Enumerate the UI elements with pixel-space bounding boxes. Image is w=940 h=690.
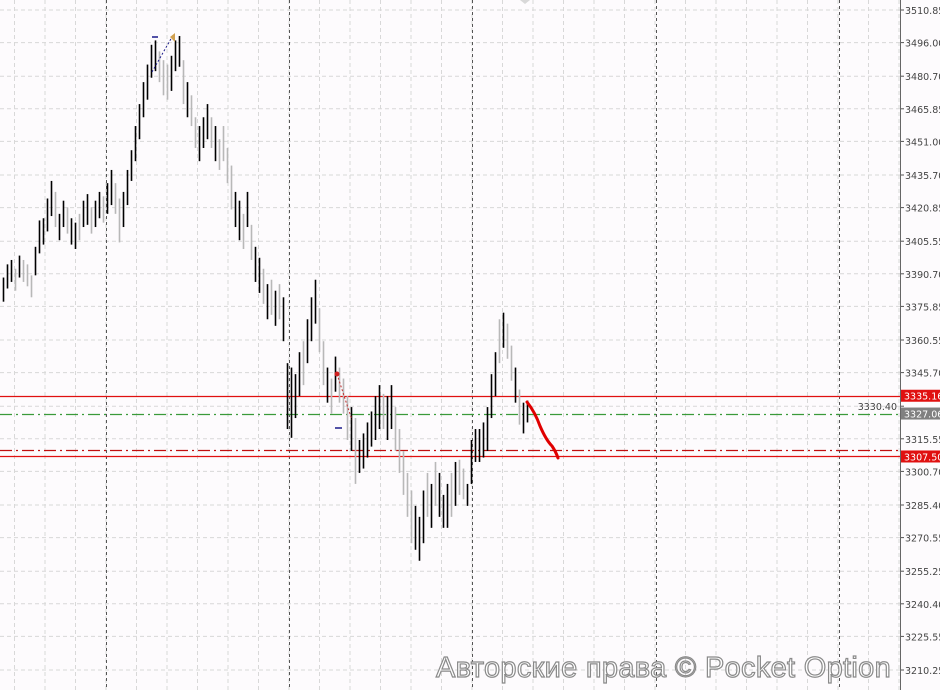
y-tick-label: 3405.55 bbox=[905, 237, 940, 248]
y-tick-label: 3465.85 bbox=[905, 105, 940, 116]
copyright-watermark: Авторские права © Pocket Option bbox=[435, 651, 892, 684]
y-tick-label: 3345.70 bbox=[905, 369, 940, 380]
price-label-box bbox=[901, 450, 940, 463]
y-tick-label: 3270.55 bbox=[905, 534, 940, 545]
y-tick-label: 3315.55 bbox=[905, 435, 940, 446]
scroll-marker-icon bbox=[520, 0, 530, 4]
y-tick-label: 3210.25 bbox=[905, 666, 940, 677]
y-tick-label: 3360.55 bbox=[905, 336, 940, 347]
y-tick-label: 3330.40 bbox=[858, 402, 897, 413]
y-tick-label: 3480.70 bbox=[905, 72, 940, 83]
price-label: 3335.16 bbox=[904, 392, 940, 403]
y-tick-label: 3510.85 bbox=[905, 6, 940, 17]
y-tick-label: 3451.00 bbox=[905, 137, 940, 148]
trade-line bbox=[151, 36, 173, 73]
trade-open-marker bbox=[334, 371, 340, 377]
drawn-trend-arrow bbox=[525, 400, 560, 460]
y-tick-label: 3225.55 bbox=[905, 632, 940, 643]
price-label-box bbox=[901, 407, 940, 420]
y-tick-label: 3240.40 bbox=[905, 600, 940, 611]
trade-line bbox=[336, 373, 353, 421]
y-tick-label: 3300.70 bbox=[905, 467, 940, 478]
trade-close-arrow-icon bbox=[170, 33, 175, 42]
y-tick-label: 3435.70 bbox=[905, 171, 940, 182]
y-tick-label: 3255.25 bbox=[905, 567, 940, 578]
y-tick-label: 3375.85 bbox=[905, 302, 940, 313]
price-label-box bbox=[901, 389, 940, 402]
y-tick-label: 3496.00 bbox=[905, 39, 940, 50]
price-label: 3307.50 bbox=[904, 452, 940, 463]
y-tick-label: 3285.40 bbox=[905, 501, 940, 512]
y-tick-label: 3420.85 bbox=[905, 204, 940, 215]
price-label: 3327.06 bbox=[904, 410, 940, 421]
y-tick-label: 3390.70 bbox=[905, 270, 940, 281]
